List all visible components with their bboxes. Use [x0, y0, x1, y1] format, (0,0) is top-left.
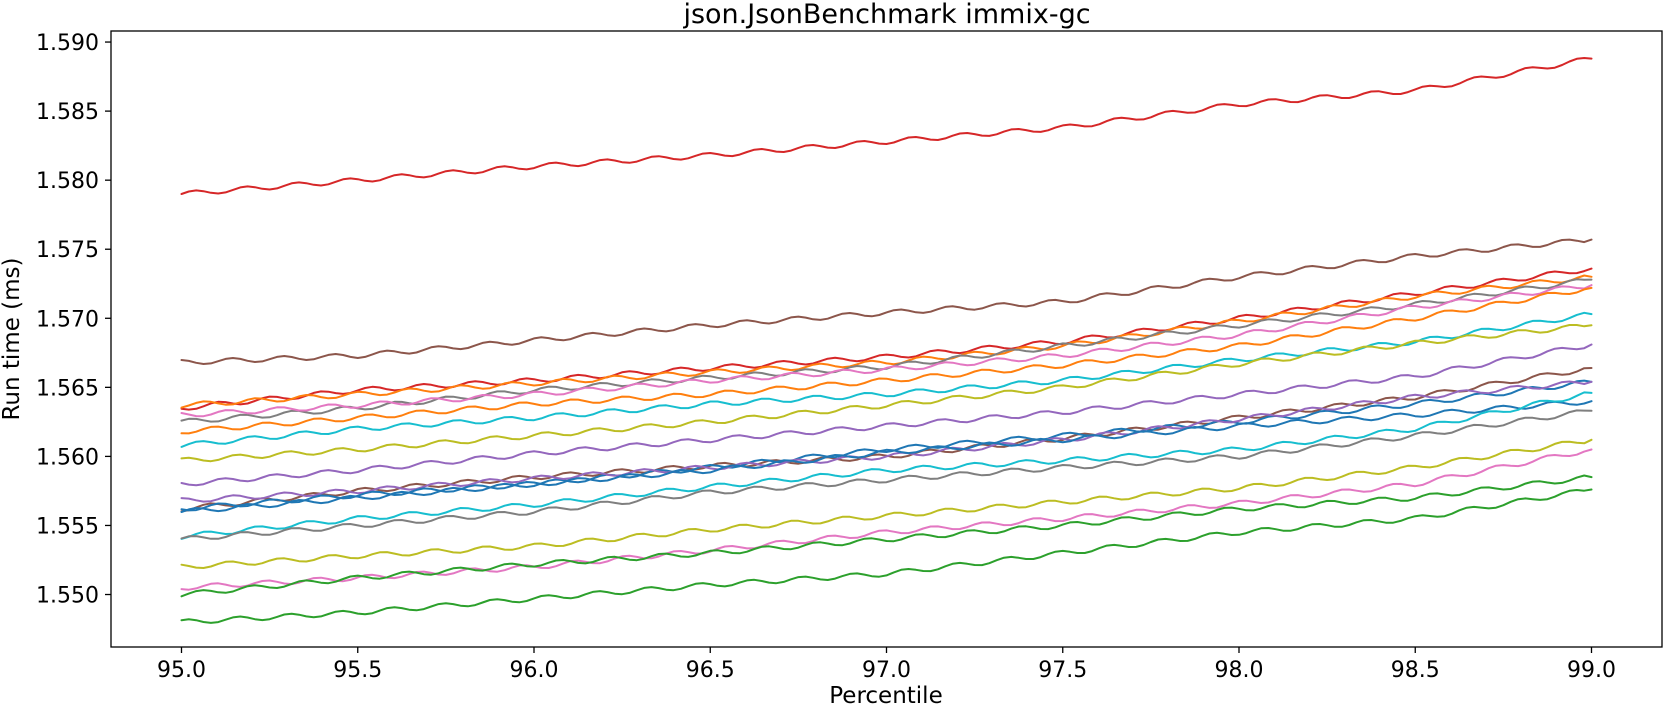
y-tick-label: 1.550	[36, 584, 99, 609]
series-line	[180, 286, 1593, 435]
y-axis: 1.550 1.555 1.560 1.565 1.570 1.575 1.580 1.585…	[36, 31, 111, 609]
x-tick-label: 96.5	[686, 658, 735, 683]
series-line	[180, 379, 1593, 513]
series-line	[180, 488, 1593, 624]
x-tick-label: 98.0	[1215, 658, 1264, 683]
x-tick-label: 99.0	[1567, 658, 1616, 683]
y-tick-label: 1.570	[36, 307, 99, 332]
x-tick-label: 95.5	[333, 658, 382, 683]
x-axis: 95.0 95.5 96.0 96.5 97.0 97.5 98.0 98.5 99.0	[157, 647, 1616, 683]
series-line	[180, 284, 1593, 418]
series-line	[180, 274, 1593, 409]
series-line	[180, 238, 1593, 365]
x-tick-label: 95.0	[157, 658, 206, 683]
x-tick-label: 98.5	[1391, 658, 1440, 683]
y-axis-label: Run time (ms)	[0, 257, 25, 420]
series-line	[180, 57, 1593, 195]
series-line	[180, 474, 1593, 598]
series-line	[180, 343, 1593, 487]
series-line	[180, 391, 1593, 540]
y-tick-label: 1.585	[36, 100, 99, 125]
series-line	[180, 324, 1593, 463]
series-line	[180, 311, 1593, 448]
x-tick-label: 96.0	[510, 658, 559, 683]
y-tick-label: 1.590	[36, 31, 99, 56]
y-tick-label: 1.555	[36, 514, 99, 539]
series-line	[180, 409, 1593, 540]
x-tick-label: 97.0	[862, 658, 911, 683]
series-layer	[180, 57, 1593, 624]
plot-frame	[110, 30, 1663, 648]
y-tick-label: 1.575	[36, 238, 99, 263]
series-line	[180, 400, 1593, 512]
x-tick-label: 97.5	[1038, 658, 1087, 683]
x-axis-label: Percentile	[829, 683, 942, 709]
series-line	[180, 267, 1593, 411]
y-tick-label: 1.560	[36, 445, 99, 470]
y-tick-label: 1.565	[36, 376, 99, 401]
y-tick-label: 1.580	[36, 169, 99, 194]
series-line	[180, 438, 1593, 569]
chart-title: json.JsonBenchmark immix-gc	[682, 0, 1090, 30]
